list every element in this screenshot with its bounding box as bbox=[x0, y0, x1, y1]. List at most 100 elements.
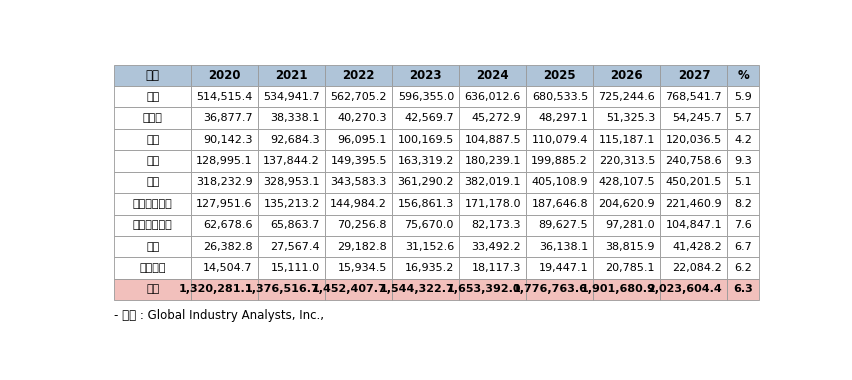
Bar bbox=[392, 279, 459, 300]
Text: 지역: 지역 bbox=[146, 69, 159, 82]
Text: 7.6: 7.6 bbox=[734, 220, 752, 230]
Text: 합계: 합계 bbox=[146, 285, 159, 294]
Bar bbox=[325, 65, 392, 86]
Bar bbox=[527, 150, 593, 172]
Text: 382,019.1: 382,019.1 bbox=[464, 177, 521, 187]
Text: 120,036.5: 120,036.5 bbox=[666, 135, 722, 144]
Text: 33,492.2: 33,492.2 bbox=[471, 242, 521, 252]
Bar bbox=[527, 172, 593, 193]
Text: 144,984.2: 144,984.2 bbox=[330, 199, 387, 209]
Text: 240,758.6: 240,758.6 bbox=[665, 156, 722, 166]
Bar bbox=[660, 108, 728, 129]
Bar bbox=[660, 214, 728, 236]
Text: 26,382.8: 26,382.8 bbox=[203, 242, 253, 252]
Text: 127,951.6: 127,951.6 bbox=[196, 199, 253, 209]
Text: 41,428.2: 41,428.2 bbox=[672, 242, 722, 252]
Text: 중동: 중동 bbox=[146, 242, 159, 252]
Bar bbox=[191, 172, 258, 193]
Bar bbox=[325, 193, 392, 214]
Bar bbox=[593, 257, 660, 279]
Bar bbox=[459, 236, 527, 257]
Text: 92,684.3: 92,684.3 bbox=[270, 135, 320, 144]
Text: 96,095.1: 96,095.1 bbox=[337, 135, 387, 144]
Text: 2020: 2020 bbox=[209, 69, 241, 82]
Bar bbox=[660, 236, 728, 257]
Bar bbox=[258, 193, 325, 214]
Text: 199,885.2: 199,885.2 bbox=[532, 156, 588, 166]
Text: 일본: 일본 bbox=[146, 135, 159, 144]
Text: 45,272.9: 45,272.9 bbox=[471, 113, 521, 123]
Text: 5.7: 5.7 bbox=[734, 113, 752, 123]
Bar bbox=[459, 214, 527, 236]
Text: 중국: 중국 bbox=[146, 156, 159, 166]
Text: 2025: 2025 bbox=[544, 69, 576, 82]
Bar bbox=[527, 65, 593, 86]
Text: 1,653,392.0: 1,653,392.0 bbox=[446, 285, 521, 294]
Bar bbox=[593, 129, 660, 150]
Bar bbox=[325, 108, 392, 129]
Text: 104,887.5: 104,887.5 bbox=[464, 135, 521, 144]
Text: 636,012.6: 636,012.6 bbox=[464, 92, 521, 102]
Bar bbox=[593, 172, 660, 193]
Bar bbox=[459, 150, 527, 172]
Text: 6.2: 6.2 bbox=[734, 263, 752, 273]
Bar bbox=[459, 86, 527, 108]
Bar bbox=[191, 65, 258, 86]
Text: %: % bbox=[737, 69, 749, 82]
Text: 2023: 2023 bbox=[410, 69, 442, 82]
Bar bbox=[191, 193, 258, 214]
Bar bbox=[325, 214, 392, 236]
Text: 유럽: 유럽 bbox=[146, 177, 159, 187]
Bar bbox=[191, 279, 258, 300]
Bar bbox=[258, 65, 325, 86]
Bar bbox=[593, 150, 660, 172]
Bar bbox=[114, 257, 191, 279]
Text: 1,901,680.9: 1,901,680.9 bbox=[580, 285, 655, 294]
Text: 19,447.1: 19,447.1 bbox=[538, 263, 588, 273]
Bar bbox=[325, 236, 392, 257]
Text: 135,213.2: 135,213.2 bbox=[263, 199, 320, 209]
Text: 65,863.7: 65,863.7 bbox=[270, 220, 320, 230]
Text: 75,670.0: 75,670.0 bbox=[405, 220, 454, 230]
Text: 캐나다: 캐나다 bbox=[143, 113, 163, 123]
Text: 36,138.1: 36,138.1 bbox=[538, 242, 588, 252]
Bar bbox=[325, 279, 392, 300]
Bar bbox=[660, 172, 728, 193]
Bar bbox=[593, 108, 660, 129]
Text: 110,079.4: 110,079.4 bbox=[532, 135, 588, 144]
Bar bbox=[392, 150, 459, 172]
Text: 361,290.2: 361,290.2 bbox=[397, 177, 454, 187]
Text: 2,023,604.4: 2,023,604.4 bbox=[648, 285, 722, 294]
Bar bbox=[258, 214, 325, 236]
Bar bbox=[593, 236, 660, 257]
Bar bbox=[191, 108, 258, 129]
Text: 42,569.7: 42,569.7 bbox=[405, 113, 454, 123]
Bar bbox=[258, 236, 325, 257]
Text: 2027: 2027 bbox=[677, 69, 710, 82]
Bar bbox=[527, 214, 593, 236]
Text: 221,460.9: 221,460.9 bbox=[665, 199, 722, 209]
Bar bbox=[392, 65, 459, 86]
Bar bbox=[114, 150, 191, 172]
Text: 31,152.6: 31,152.6 bbox=[405, 242, 454, 252]
Bar bbox=[258, 150, 325, 172]
Bar bbox=[728, 172, 759, 193]
Bar bbox=[114, 86, 191, 108]
Text: 2022: 2022 bbox=[343, 69, 375, 82]
Text: 171,178.0: 171,178.0 bbox=[464, 199, 521, 209]
Bar bbox=[660, 193, 728, 214]
Text: 18,117.3: 18,117.3 bbox=[472, 263, 521, 273]
Text: 725,244.6: 725,244.6 bbox=[598, 92, 655, 102]
Bar bbox=[593, 86, 660, 108]
Bar bbox=[191, 257, 258, 279]
Text: 27,567.4: 27,567.4 bbox=[270, 242, 320, 252]
Bar bbox=[728, 214, 759, 236]
Bar bbox=[459, 193, 527, 214]
Text: 15,934.5: 15,934.5 bbox=[337, 263, 387, 273]
Text: 514,515.4: 514,515.4 bbox=[197, 92, 253, 102]
Text: 5.9: 5.9 bbox=[734, 92, 752, 102]
Text: 405,108.9: 405,108.9 bbox=[532, 177, 588, 187]
Bar bbox=[593, 279, 660, 300]
Text: 15,111.0: 15,111.0 bbox=[271, 263, 320, 273]
Text: 62,678.6: 62,678.6 bbox=[204, 220, 253, 230]
